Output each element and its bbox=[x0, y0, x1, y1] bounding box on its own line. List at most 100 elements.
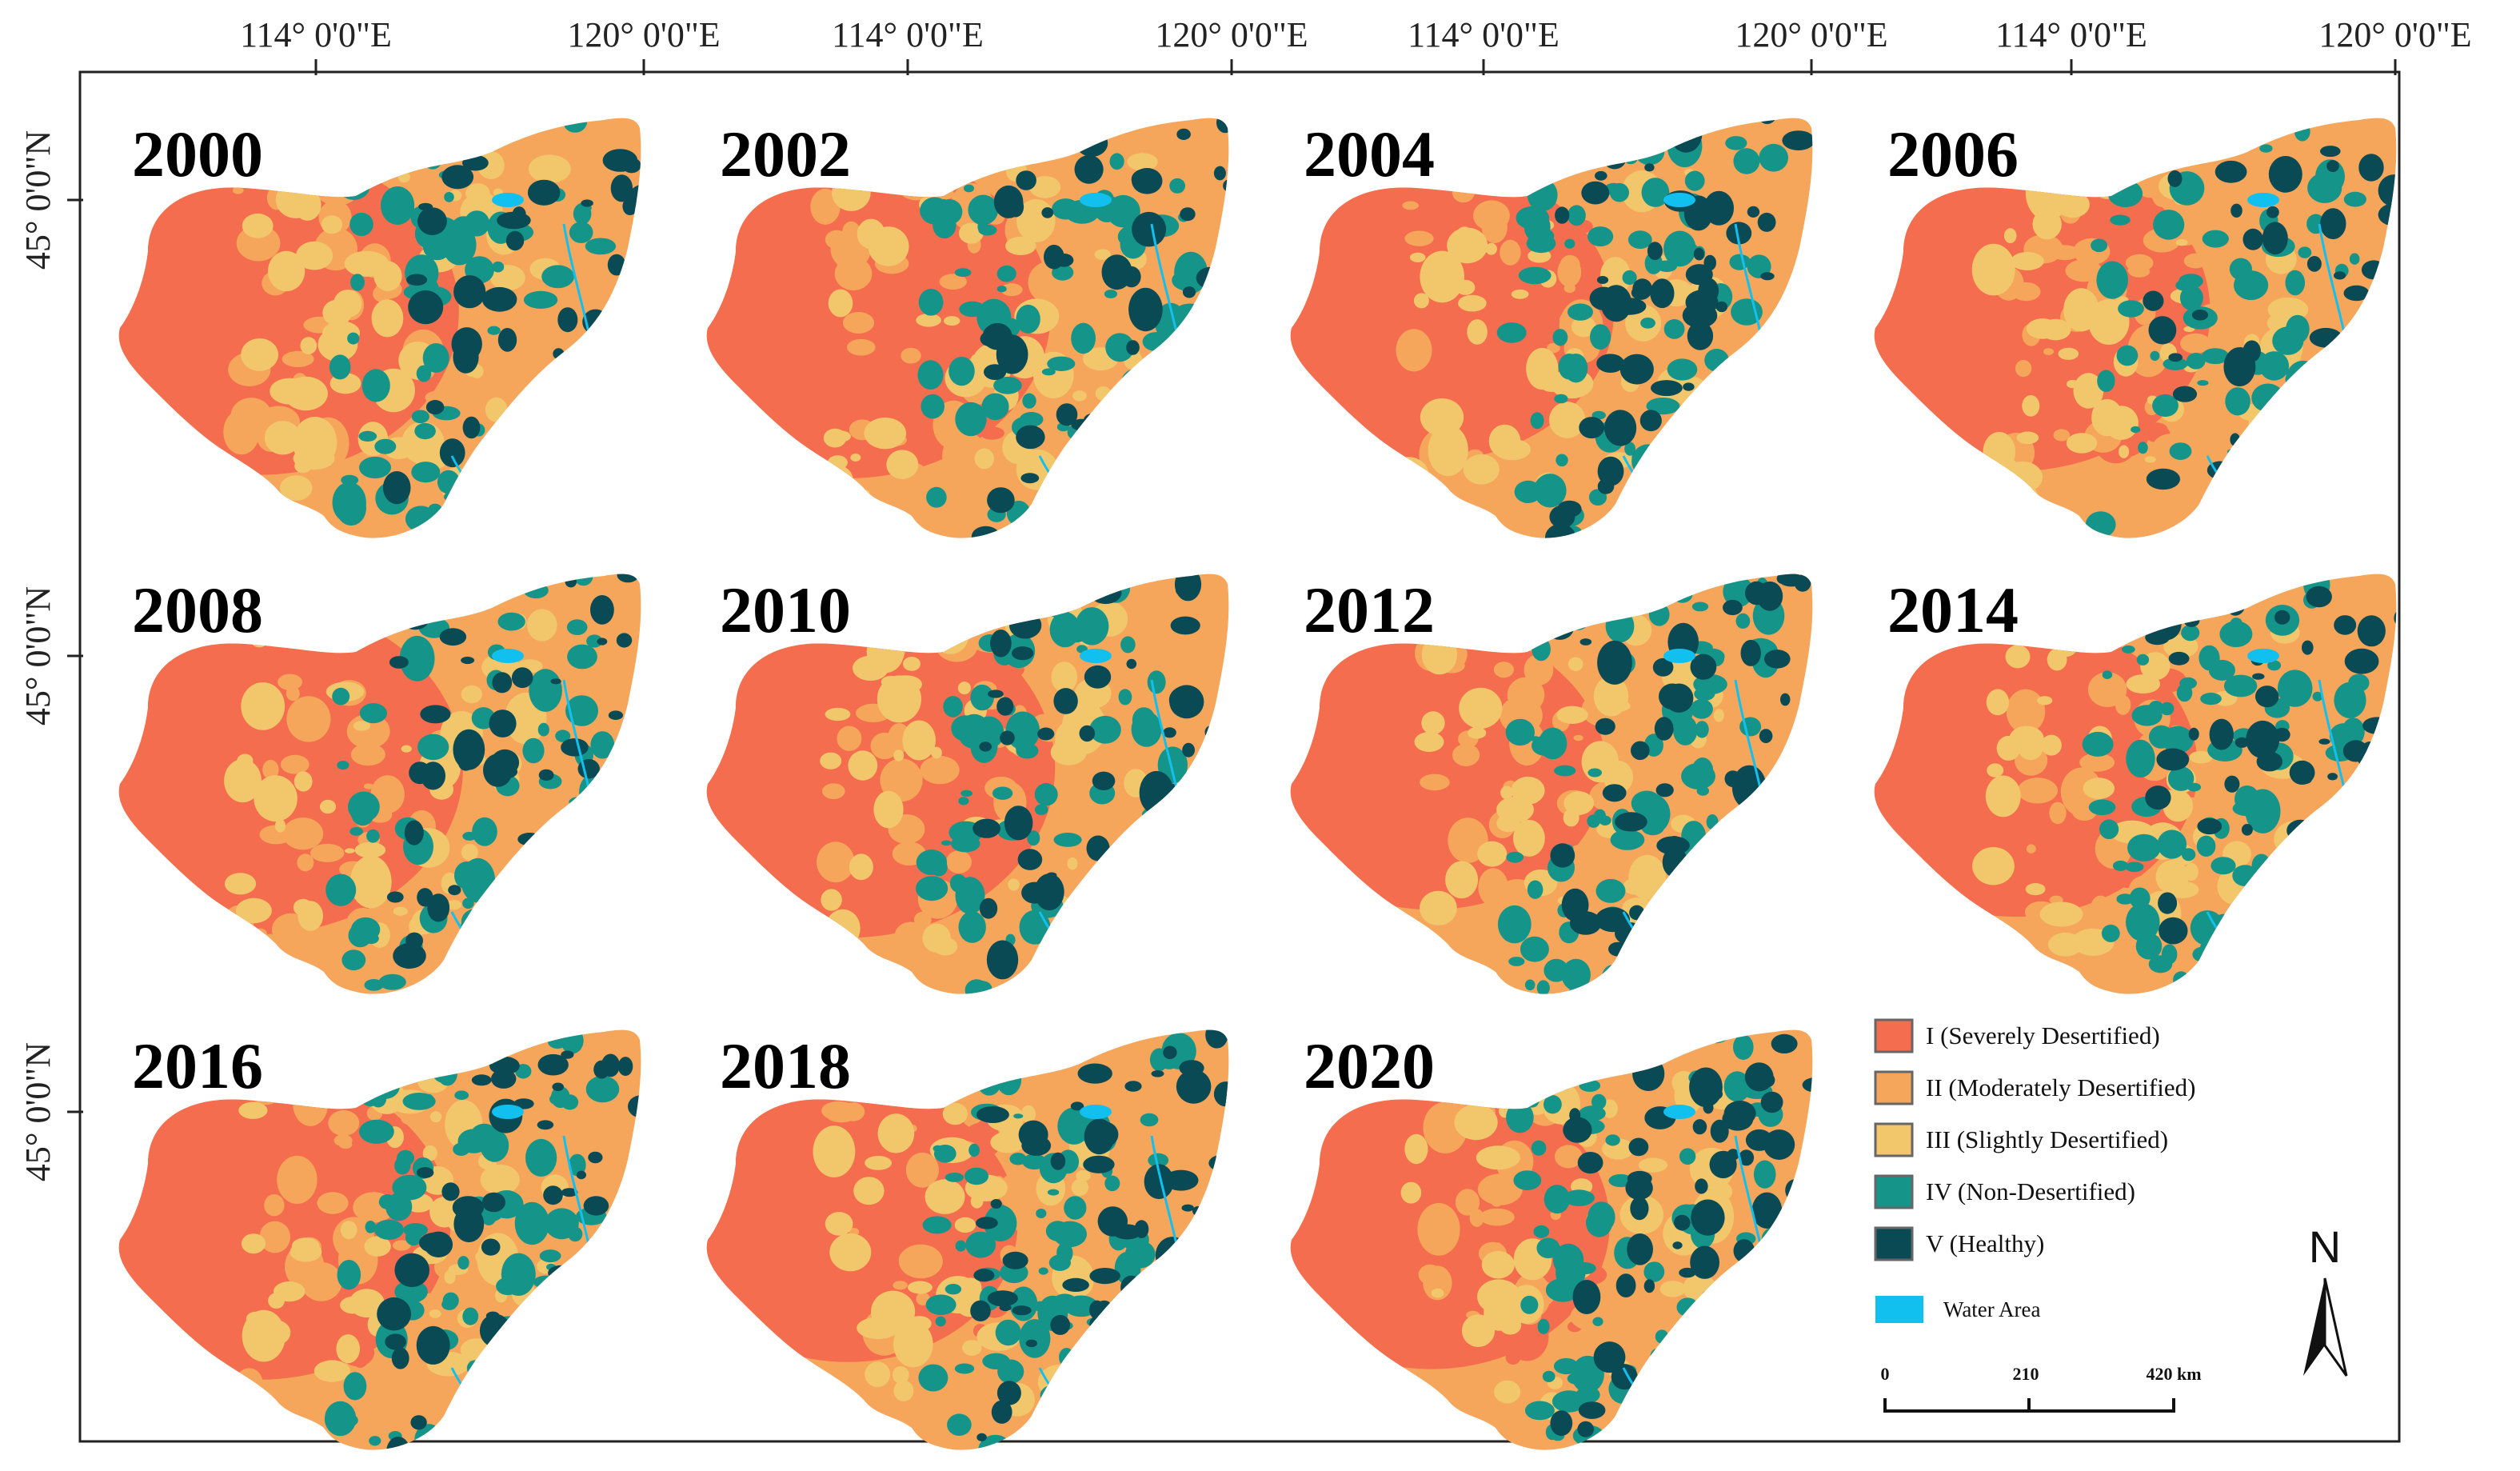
class-patch bbox=[1101, 254, 1132, 290]
class-patch bbox=[505, 1331, 531, 1354]
class-patch bbox=[254, 775, 298, 822]
class-patch bbox=[538, 769, 554, 781]
class-patch bbox=[825, 909, 861, 948]
class-patch bbox=[1549, 402, 1586, 438]
class-patch bbox=[1783, 481, 1811, 511]
class-patch bbox=[1139, 770, 1174, 815]
class-patch bbox=[1478, 1086, 1500, 1099]
class-patch bbox=[976, 1433, 987, 1441]
class-patch bbox=[513, 897, 543, 917]
class-patch bbox=[2168, 604, 2182, 615]
class-patch bbox=[1786, 332, 1809, 359]
class-patch bbox=[907, 1281, 933, 1294]
class-patch bbox=[1205, 1029, 1228, 1049]
class-patch bbox=[1733, 1034, 1754, 1060]
top-axis-label: 114° 0'0"E bbox=[1995, 15, 2147, 54]
class-patch bbox=[481, 286, 517, 312]
class-patch bbox=[258, 1268, 270, 1275]
class-patch bbox=[1015, 743, 1030, 752]
class-patch bbox=[1633, 514, 1665, 531]
class-patch bbox=[1972, 847, 2015, 885]
class-patch bbox=[2145, 422, 2168, 437]
class-patch bbox=[550, 678, 561, 685]
class-patch bbox=[1595, 718, 1615, 735]
class-patch bbox=[1624, 946, 1652, 974]
class-patch bbox=[160, 391, 172, 400]
class-patch bbox=[1536, 1237, 1560, 1259]
class-patch bbox=[439, 628, 467, 646]
class-patch bbox=[619, 944, 641, 976]
class-patch bbox=[296, 241, 333, 270]
class-patch bbox=[273, 1281, 306, 1302]
class-patch bbox=[927, 934, 940, 945]
class-patch bbox=[2183, 253, 2207, 269]
class-patch bbox=[1221, 1157, 1229, 1176]
class-patch bbox=[586, 955, 605, 968]
class-patch bbox=[1528, 1044, 1564, 1080]
class-patch bbox=[254, 1143, 266, 1157]
class-patch bbox=[1612, 298, 1647, 315]
class-patch bbox=[878, 389, 906, 413]
class-patch bbox=[2284, 961, 2311, 985]
class-patch bbox=[1922, 831, 1943, 843]
class-patch bbox=[792, 421, 807, 434]
class-patch bbox=[1135, 1405, 1161, 1430]
class-patch bbox=[1019, 1319, 1051, 1358]
class-patch bbox=[2096, 261, 2128, 299]
class-patch bbox=[1635, 1371, 1678, 1405]
class-patch bbox=[1141, 808, 1159, 821]
class-patch bbox=[1759, 729, 1773, 743]
class-patch bbox=[1631, 790, 1663, 817]
class-patch bbox=[579, 773, 608, 810]
class-patch bbox=[461, 857, 496, 903]
class-patch bbox=[120, 851, 149, 884]
class-patch bbox=[2234, 469, 2250, 482]
class-patch bbox=[521, 214, 562, 261]
class-patch bbox=[1170, 616, 1200, 635]
class-patch bbox=[1120, 1275, 1142, 1300]
class-patch bbox=[1643, 509, 1663, 522]
class-patch bbox=[2088, 799, 2116, 816]
class-patch bbox=[1108, 937, 1133, 954]
class-patch bbox=[1742, 912, 1771, 939]
class-patch bbox=[1712, 1089, 1723, 1100]
class-patch bbox=[2285, 270, 2306, 296]
class-patch bbox=[1523, 168, 1536, 182]
class-patch bbox=[2323, 497, 2354, 518]
class-patch bbox=[2158, 892, 2178, 914]
class-patch bbox=[1659, 1366, 1683, 1385]
class-patch bbox=[589, 941, 615, 961]
class-patch bbox=[955, 877, 985, 914]
class-patch bbox=[1531, 1140, 1547, 1156]
class-patch bbox=[964, 574, 988, 600]
class-patch bbox=[2235, 940, 2266, 978]
class-patch bbox=[2079, 753, 2115, 772]
class-patch bbox=[1986, 689, 2010, 716]
class-patch bbox=[829, 1233, 872, 1272]
class-patch bbox=[337, 606, 371, 640]
class-patch bbox=[1740, 1329, 1771, 1361]
class-patch bbox=[1711, 1299, 1738, 1316]
class-patch bbox=[1797, 402, 1808, 415]
class-patch bbox=[2306, 256, 2322, 272]
class-patch bbox=[2314, 823, 2334, 835]
class-patch bbox=[344, 250, 389, 277]
class-patch bbox=[1414, 732, 1444, 752]
class-patch bbox=[1047, 356, 1076, 371]
class-patch bbox=[466, 920, 490, 937]
class-patch bbox=[424, 156, 441, 170]
class-patch bbox=[1660, 118, 1691, 137]
class-patch bbox=[1492, 1225, 1509, 1240]
class-patch bbox=[336, 1334, 361, 1364]
class-patch bbox=[802, 691, 819, 706]
class-patch bbox=[913, 911, 932, 928]
class-patch bbox=[1172, 897, 1184, 909]
class-patch bbox=[401, 1113, 421, 1125]
class-patch bbox=[1094, 249, 1111, 260]
class-patch bbox=[990, 630, 1012, 658]
class-patch bbox=[2017, 777, 2058, 804]
class-patch bbox=[2036, 331, 2075, 373]
class-patch bbox=[1445, 861, 1479, 899]
class-patch bbox=[1053, 942, 1087, 973]
class-patch bbox=[508, 118, 519, 120]
